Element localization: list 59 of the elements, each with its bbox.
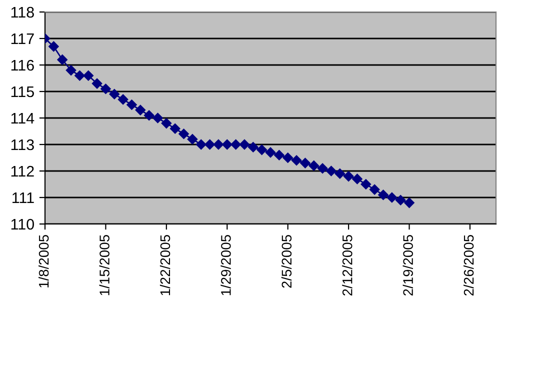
- point: [404, 198, 414, 208]
- point: [300, 158, 310, 168]
- point: [352, 174, 362, 184]
- point: [395, 195, 406, 206]
- y-tick-label: 113: [11, 139, 34, 150]
- point: [317, 163, 328, 174]
- point: [239, 139, 250, 150]
- point: [291, 155, 302, 166]
- point: [48, 41, 59, 52]
- x-tick-label: 1/22/2005: [160, 234, 170, 296]
- point: [135, 104, 146, 116]
- point: [126, 100, 137, 110]
- y-tick-label: 111: [12, 192, 34, 204]
- point: [213, 139, 224, 150]
- point: [282, 152, 293, 163]
- point: [222, 139, 232, 150]
- point: [265, 147, 276, 158]
- x-tick-label: 2/19/2005: [402, 234, 413, 296]
- point: [334, 168, 345, 179]
- point: [343, 171, 354, 182]
- point: [248, 142, 258, 152]
- y-tick-label: 117: [11, 34, 34, 44]
- point: [57, 54, 68, 65]
- point: [74, 70, 85, 81]
- point: [369, 184, 380, 195]
- point: [109, 89, 120, 100]
- point: [66, 65, 76, 76]
- x-tick-label: 2/12/2005: [342, 234, 352, 296]
- point: [196, 139, 206, 150]
- point: [274, 150, 284, 160]
- point: [386, 192, 398, 203]
- point: [326, 166, 336, 176]
- y-tick-label: 110: [11, 218, 34, 230]
- y-tick-label: 116: [11, 60, 34, 71]
- x-tick-label: 2/26/2005: [464, 234, 474, 296]
- y-tick-label: 112: [11, 166, 34, 177]
- point: [178, 128, 189, 140]
- point: [144, 110, 154, 120]
- point: [378, 190, 388, 200]
- point: [204, 139, 215, 150]
- y-tick-label: 114: [11, 113, 34, 124]
- y-tick-label: 115: [11, 86, 34, 98]
- point: [92, 78, 102, 89]
- x-tick-label: 2/5/2005: [281, 234, 292, 288]
- point: [187, 134, 198, 144]
- x-tick-label: 1/15/2005: [99, 234, 110, 296]
- x-tick-label: 1/8/2005: [38, 234, 49, 288]
- point: [118, 94, 128, 105]
- point: [161, 118, 172, 128]
- point: [100, 84, 111, 94]
- point: [83, 70, 94, 81]
- point: [230, 139, 241, 150]
- y-tick-label: 118: [11, 6, 34, 18]
- point: [256, 144, 267, 155]
- x-tick-label: 1/29/2005: [220, 234, 231, 296]
- point: [360, 179, 372, 190]
- point: [170, 123, 180, 134]
- point: [152, 112, 163, 124]
- point: [308, 160, 319, 171]
